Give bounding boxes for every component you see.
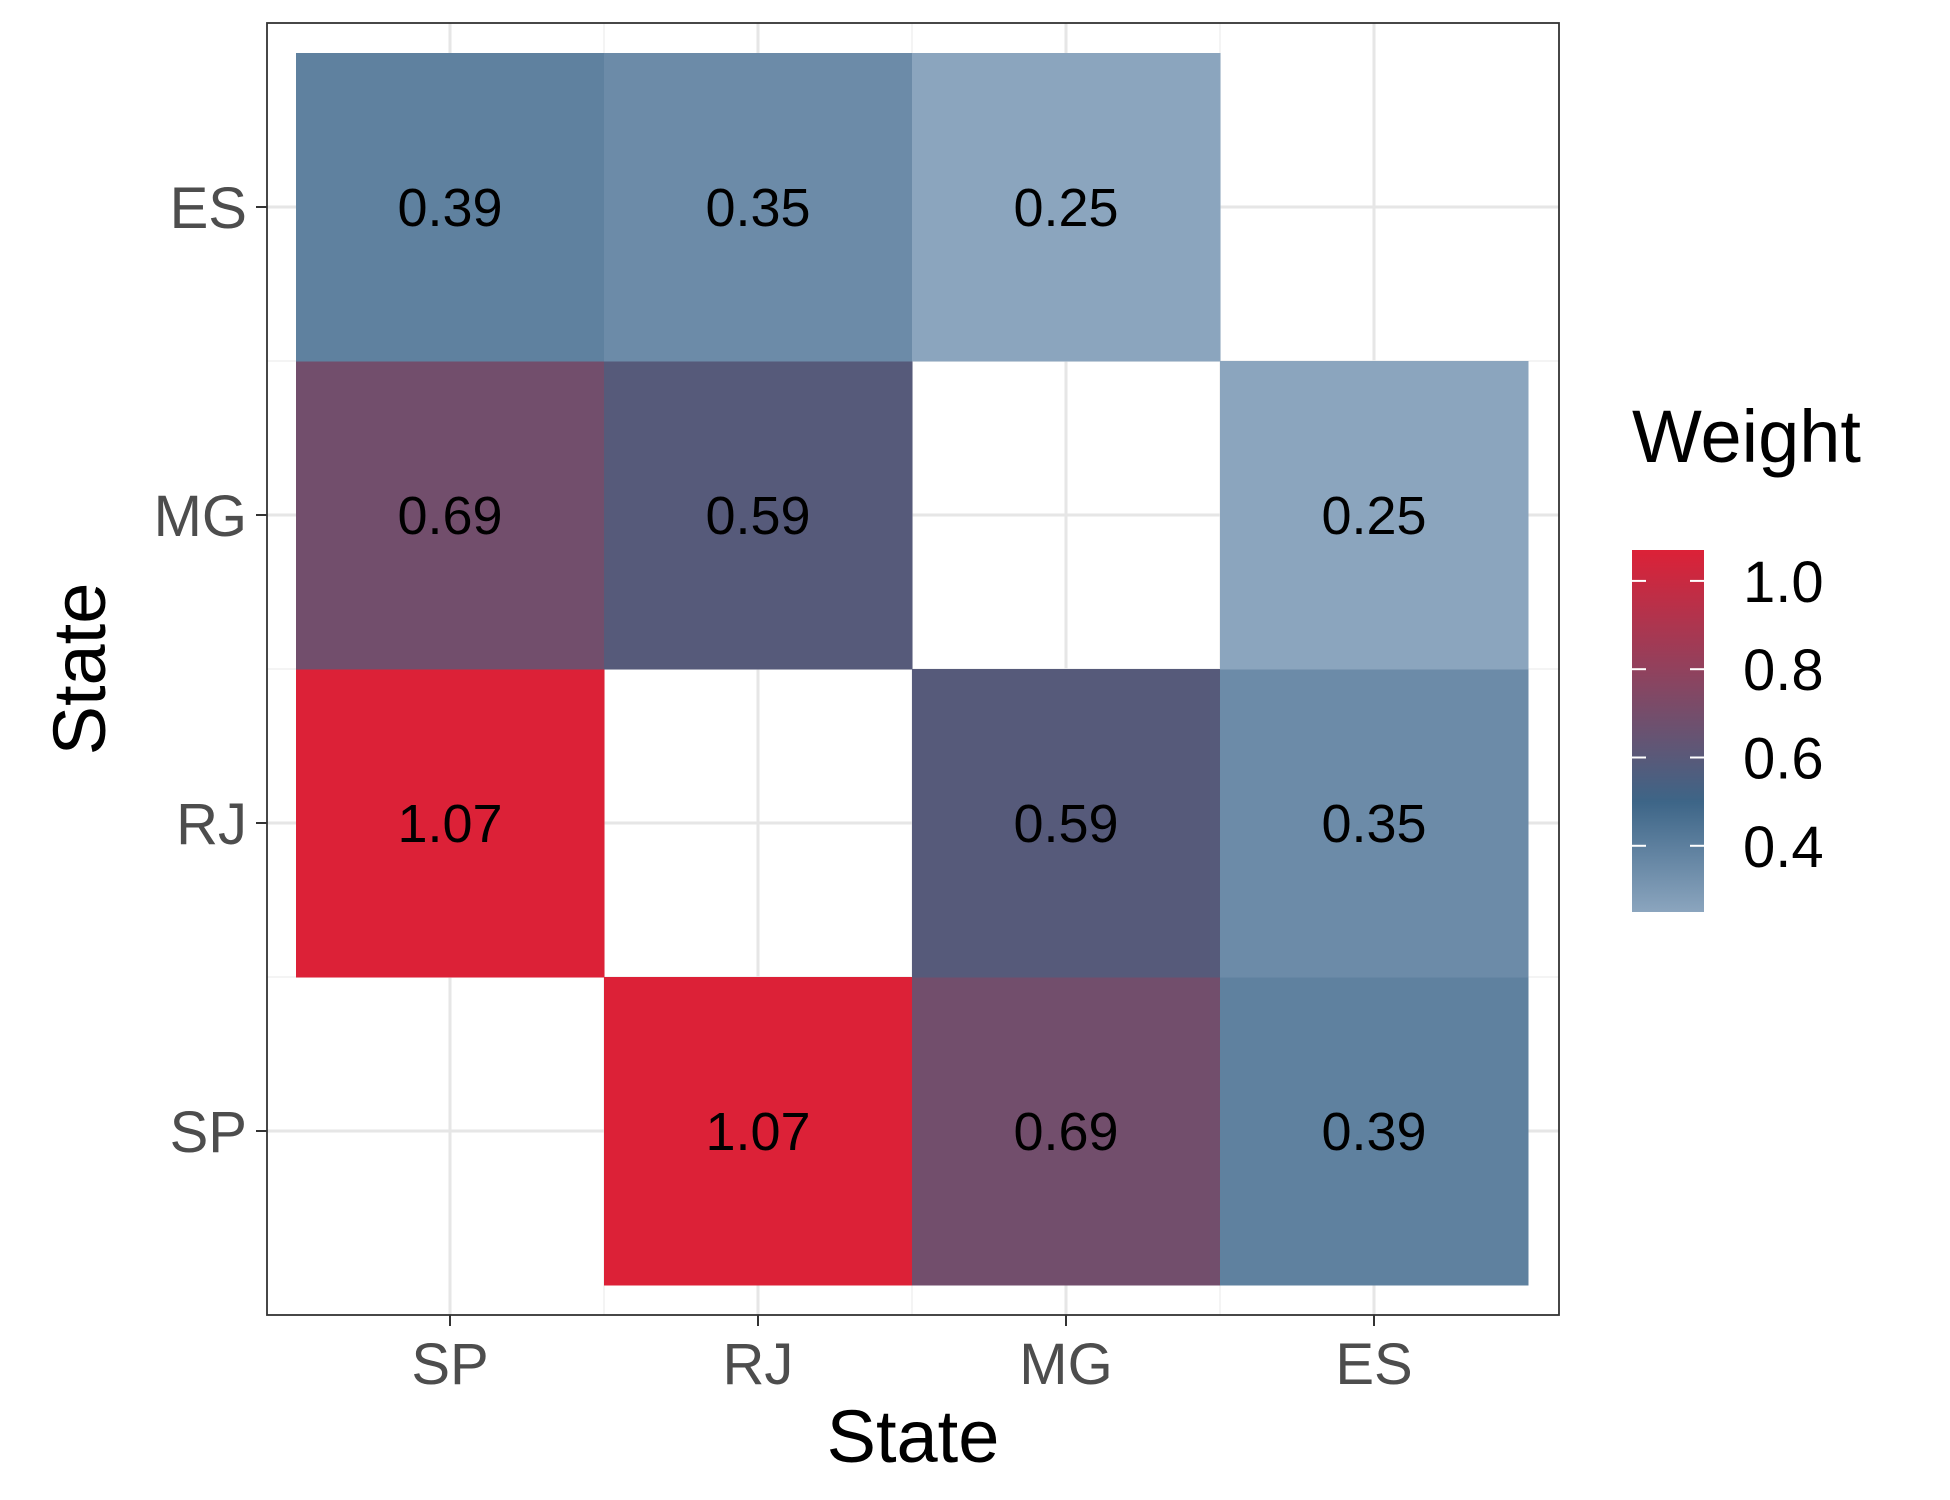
legend-title: Weight: [1632, 395, 1861, 478]
heatmap-cell: [1220, 977, 1529, 1286]
cell-value-label: 1.07: [705, 1102, 810, 1162]
cell-value-labels: 1.07 0.69 0.39 1.07 0.59 0.35 0.69 0.59 0.25 0.39…: [397, 178, 1426, 1162]
heatmap-cell: [912, 53, 1221, 362]
heatmap-cell: [296, 669, 605, 978]
cell-value-label: 1.07: [397, 794, 502, 854]
legend-tick-label: 0.6: [1743, 726, 1824, 791]
x-tick-label: RJ: [723, 1332, 794, 1397]
cell-value-label: 0.35: [1321, 794, 1426, 854]
y-tick-label: MG: [154, 484, 247, 549]
heatmap-cell: [1220, 669, 1529, 978]
y-tick-label: ES: [170, 176, 247, 241]
heatmap-cell: [296, 53, 605, 362]
heatmap-cell: [296, 361, 605, 670]
legend-tick-label: 0.4: [1743, 815, 1824, 880]
y-axis: SP RJ MG ES: [154, 176, 267, 1165]
y-axis-title: State: [38, 583, 121, 756]
heatmap-cell: [604, 361, 913, 670]
cell-value-label: 0.25: [1013, 178, 1118, 238]
legend-colorbar: [1632, 550, 1704, 912]
heatmap-cell: [604, 977, 913, 1286]
color-legend: Weight 0.4 0.6 0.8 1.0: [1632, 395, 1861, 912]
cell-value-label: 0.69: [397, 486, 502, 546]
x-tick-label: SP: [411, 1332, 488, 1397]
x-axis-title: State: [827, 1395, 1000, 1478]
cell-value-label: 0.39: [1321, 1102, 1426, 1162]
x-axis: SP RJ MG ES: [411, 1315, 1413, 1397]
plot-border: [266, 22, 1560, 1316]
legend-tick-label: 0.8: [1743, 638, 1824, 703]
x-tick-label: MG: [1019, 1332, 1112, 1397]
heatmap-cells: [296, 53, 1529, 1286]
cell-value-label: 0.25: [1321, 486, 1426, 546]
cell-value-label: 0.39: [397, 178, 502, 238]
x-tick-label: ES: [1335, 1332, 1412, 1397]
heatmap-cell: [912, 669, 1221, 978]
cell-value-label: 0.35: [705, 178, 810, 238]
cell-value-label: 0.59: [705, 486, 810, 546]
y-tick-label: RJ: [176, 792, 247, 857]
legend-tick-label: 1.0: [1743, 550, 1824, 615]
y-tick-label: SP: [170, 1100, 247, 1165]
heatmap-cell: [604, 53, 913, 362]
heatmap-cell: [1220, 361, 1529, 670]
legend-ticks: 0.4 0.6 0.8 1.0: [1632, 550, 1824, 880]
heatmap-cell: [912, 977, 1221, 1286]
cell-value-label: 0.59: [1013, 794, 1118, 854]
cell-value-label: 0.69: [1013, 1102, 1118, 1162]
